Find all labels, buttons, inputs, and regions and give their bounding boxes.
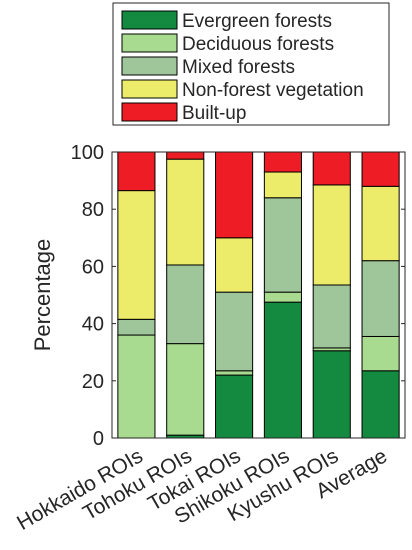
- bar-segment-4-4: [263, 171, 302, 199]
- y-tick-label: 60: [82, 256, 104, 278]
- bar-segment-3-6: [361, 260, 400, 337]
- y-tick-label: 100: [71, 142, 104, 164]
- bar-segment-1-6: [361, 370, 400, 439]
- axes-box: [111, 151, 406, 439]
- bar-segment-4-5: [312, 184, 351, 286]
- bar-segment-5-6: [361, 151, 400, 187]
- y-axis-ticks: 0 20 40 60 80 100: [71, 142, 405, 450]
- legend-label: Deciduous forests: [182, 34, 334, 55]
- y-tick-label: 20: [82, 371, 104, 393]
- y-tick-label: 40: [82, 314, 104, 336]
- legend-label: Mixed forests: [182, 57, 295, 78]
- y-axis-label: Percentage: [30, 239, 55, 352]
- plot-area: [111, 151, 406, 439]
- legend-label: Non-forest vegetation: [182, 80, 364, 101]
- bar-segment-3-1: [117, 318, 156, 336]
- y-tick-label: 80: [82, 199, 104, 221]
- bar-segment-3-2: [166, 264, 205, 345]
- bar-segment-5-5: [312, 151, 351, 186]
- bar-segment-5-3: [215, 151, 254, 239]
- y-tick-label: 0: [93, 428, 104, 450]
- bar-segment-1-5: [312, 350, 351, 439]
- bar-segment-5-4: [263, 151, 302, 173]
- legend-label: Evergreen forests: [182, 11, 332, 32]
- bar-segment-4-2: [166, 158, 205, 266]
- bar-segment-2-6: [361, 335, 400, 372]
- bar-segment-2-3: [215, 370, 254, 376]
- bar-segment-5-1: [117, 151, 156, 192]
- bar-segment-1-4: [263, 301, 302, 439]
- legend-swatch: [121, 33, 178, 53]
- legend-swatch: [121, 79, 178, 99]
- bar-segment-2-4: [263, 291, 302, 303]
- bar-segment-4-6: [361, 185, 400, 262]
- bar-segment-2-1: [117, 334, 156, 439]
- bar-segment-3-4: [263, 197, 302, 293]
- bar-segment-4-3: [215, 237, 254, 293]
- bar-segment-2-2: [166, 343, 205, 436]
- bar-segment-4-1: [117, 190, 156, 320]
- legend-label: Built-up: [182, 103, 246, 124]
- legend-swatch: [121, 10, 178, 30]
- bar-segment-5-2: [166, 151, 205, 160]
- bar-segment-3-3: [215, 291, 254, 372]
- bar-segment-1-3: [215, 374, 254, 439]
- legend-swatch: [121, 56, 178, 76]
- bar-segment-3-5: [312, 284, 351, 349]
- legend-swatch: [121, 102, 178, 122]
